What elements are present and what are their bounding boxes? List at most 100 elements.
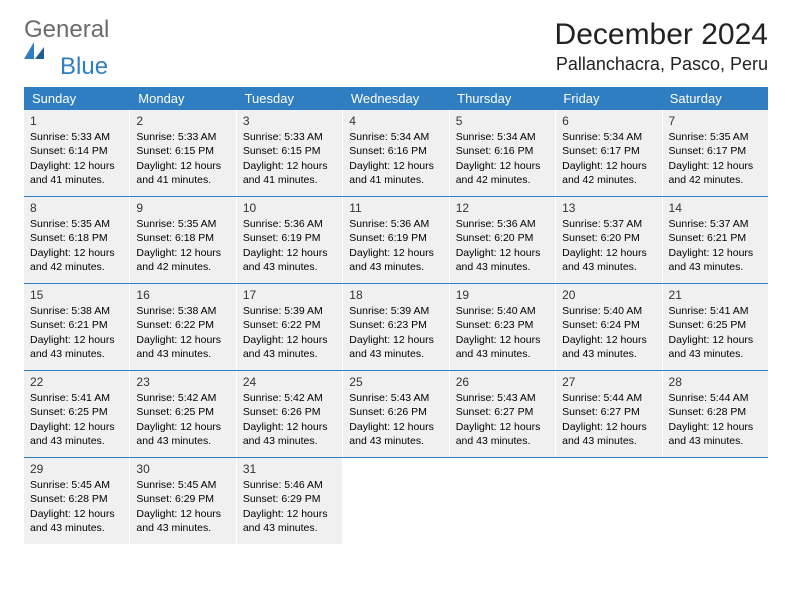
- sunset-line: Sunset: 6:21 PM: [669, 231, 762, 245]
- sunset-line: Sunset: 6:15 PM: [243, 144, 336, 158]
- day-cell: 15Sunrise: 5:38 AMSunset: 6:21 PMDayligh…: [24, 284, 130, 370]
- day-cell: 28Sunrise: 5:44 AMSunset: 6:28 PMDayligh…: [663, 371, 768, 457]
- sunset-line: Sunset: 6:24 PM: [562, 318, 655, 332]
- day-cell: 24Sunrise: 5:42 AMSunset: 6:26 PMDayligh…: [237, 371, 343, 457]
- sunrise-line: Sunrise: 5:42 AM: [243, 391, 336, 405]
- daylight-line: Daylight: 12 hours and 42 minutes.: [562, 159, 655, 187]
- day-number: 14: [669, 200, 762, 216]
- day-number: 19: [456, 287, 549, 303]
- sunrise-line: Sunrise: 5:46 AM: [243, 478, 336, 492]
- daylight-line: Daylight: 12 hours and 41 minutes.: [30, 159, 123, 187]
- day-cell: 29Sunrise: 5:45 AMSunset: 6:28 PMDayligh…: [24, 458, 130, 544]
- daylight-line: Daylight: 12 hours and 43 minutes.: [136, 420, 229, 448]
- day-number: 11: [349, 200, 442, 216]
- day-number: 9: [136, 200, 229, 216]
- daylight-line: Daylight: 12 hours and 43 minutes.: [669, 420, 762, 448]
- day-cell: 17Sunrise: 5:39 AMSunset: 6:22 PMDayligh…: [237, 284, 343, 370]
- day-number: 23: [136, 374, 229, 390]
- sunset-line: Sunset: 6:29 PM: [136, 492, 229, 506]
- day-cell: 9Sunrise: 5:35 AMSunset: 6:18 PMDaylight…: [130, 197, 236, 283]
- logo-text-block: General Blue: [24, 18, 109, 79]
- day-number: 25: [349, 374, 442, 390]
- day-cell: 12Sunrise: 5:36 AMSunset: 6:20 PMDayligh…: [450, 197, 556, 283]
- sunset-line: Sunset: 6:19 PM: [243, 231, 336, 245]
- day-cell: 6Sunrise: 5:34 AMSunset: 6:17 PMDaylight…: [556, 110, 662, 196]
- day-cell-empty: [663, 458, 768, 544]
- daylight-line: Daylight: 12 hours and 41 minutes.: [243, 159, 336, 187]
- header: General Blue December 2024 Pallanchacra,…: [24, 18, 768, 79]
- logo-word-1: General: [24, 16, 109, 43]
- daylight-line: Daylight: 12 hours and 43 minutes.: [243, 246, 336, 274]
- weekday-header: Thursday: [449, 87, 555, 110]
- day-cell: 1Sunrise: 5:33 AMSunset: 6:14 PMDaylight…: [24, 110, 130, 196]
- day-number: 6: [562, 113, 655, 129]
- day-number: 18: [349, 287, 442, 303]
- day-number: 20: [562, 287, 655, 303]
- sunset-line: Sunset: 6:20 PM: [456, 231, 549, 245]
- daylight-line: Daylight: 12 hours and 43 minutes.: [349, 420, 442, 448]
- daylight-line: Daylight: 12 hours and 43 minutes.: [562, 420, 655, 448]
- daylight-line: Daylight: 12 hours and 43 minutes.: [669, 333, 762, 361]
- day-cell: 27Sunrise: 5:44 AMSunset: 6:27 PMDayligh…: [556, 371, 662, 457]
- day-cell: 5Sunrise: 5:34 AMSunset: 6:16 PMDaylight…: [450, 110, 556, 196]
- sunrise-line: Sunrise: 5:41 AM: [30, 391, 123, 405]
- daylight-line: Daylight: 12 hours and 43 minutes.: [243, 507, 336, 535]
- daylight-line: Daylight: 12 hours and 42 minutes.: [30, 246, 123, 274]
- day-number: 24: [243, 374, 336, 390]
- day-cell: 25Sunrise: 5:43 AMSunset: 6:26 PMDayligh…: [343, 371, 449, 457]
- day-cell: 16Sunrise: 5:38 AMSunset: 6:22 PMDayligh…: [130, 284, 236, 370]
- day-number: 27: [562, 374, 655, 390]
- day-cell: 8Sunrise: 5:35 AMSunset: 6:18 PMDaylight…: [24, 197, 130, 283]
- sunset-line: Sunset: 6:29 PM: [243, 492, 336, 506]
- day-number: 31: [243, 461, 336, 477]
- day-cell: 31Sunrise: 5:46 AMSunset: 6:29 PMDayligh…: [237, 458, 343, 544]
- sunset-line: Sunset: 6:25 PM: [136, 405, 229, 419]
- day-cell: 3Sunrise: 5:33 AMSunset: 6:15 PMDaylight…: [237, 110, 343, 196]
- sunset-line: Sunset: 6:18 PM: [136, 231, 229, 245]
- month-title: December 2024: [555, 18, 768, 52]
- sunset-line: Sunset: 6:26 PM: [243, 405, 336, 419]
- sunset-line: Sunset: 6:26 PM: [349, 405, 442, 419]
- daylight-line: Daylight: 12 hours and 43 minutes.: [456, 246, 549, 274]
- day-cell: 18Sunrise: 5:39 AMSunset: 6:23 PMDayligh…: [343, 284, 449, 370]
- sunset-line: Sunset: 6:19 PM: [349, 231, 442, 245]
- weekday-header: Monday: [130, 87, 236, 110]
- weekday-header: Sunday: [24, 87, 130, 110]
- sunrise-line: Sunrise: 5:39 AM: [243, 304, 336, 318]
- daylight-line: Daylight: 12 hours and 43 minutes.: [562, 333, 655, 361]
- sunrise-line: Sunrise: 5:34 AM: [349, 130, 442, 144]
- weekday-header: Wednesday: [343, 87, 449, 110]
- day-number: 3: [243, 113, 336, 129]
- day-number: 26: [456, 374, 549, 390]
- weekday-header: Saturday: [662, 87, 768, 110]
- day-cell: 7Sunrise: 5:35 AMSunset: 6:17 PMDaylight…: [663, 110, 768, 196]
- sunrise-line: Sunrise: 5:38 AM: [136, 304, 229, 318]
- sunrise-line: Sunrise: 5:44 AM: [669, 391, 762, 405]
- sunset-line: Sunset: 6:16 PM: [349, 144, 442, 158]
- daylight-line: Daylight: 12 hours and 43 minutes.: [349, 333, 442, 361]
- sunset-line: Sunset: 6:23 PM: [456, 318, 549, 332]
- day-number: 16: [136, 287, 229, 303]
- sunrise-line: Sunrise: 5:34 AM: [562, 130, 655, 144]
- daylight-line: Daylight: 12 hours and 43 minutes.: [243, 420, 336, 448]
- daylight-line: Daylight: 12 hours and 41 minutes.: [349, 159, 442, 187]
- sunrise-line: Sunrise: 5:39 AM: [349, 304, 442, 318]
- day-cell: 10Sunrise: 5:36 AMSunset: 6:19 PMDayligh…: [237, 197, 343, 283]
- day-number: 8: [30, 200, 123, 216]
- sunset-line: Sunset: 6:23 PM: [349, 318, 442, 332]
- day-cell-empty: [343, 458, 449, 544]
- day-number: 10: [243, 200, 336, 216]
- day-cell: 20Sunrise: 5:40 AMSunset: 6:24 PMDayligh…: [556, 284, 662, 370]
- sunset-line: Sunset: 6:25 PM: [669, 318, 762, 332]
- week-row: 22Sunrise: 5:41 AMSunset: 6:25 PMDayligh…: [24, 371, 768, 458]
- day-number: 1: [30, 113, 123, 129]
- logo: General Blue: [24, 18, 109, 79]
- sunset-line: Sunset: 6:27 PM: [562, 405, 655, 419]
- day-number: 2: [136, 113, 229, 129]
- weekday-header-row: SundayMondayTuesdayWednesdayThursdayFrid…: [24, 87, 768, 110]
- weekday-header: Friday: [555, 87, 661, 110]
- sunrise-line: Sunrise: 5:33 AM: [136, 130, 229, 144]
- day-cell: 21Sunrise: 5:41 AMSunset: 6:25 PMDayligh…: [663, 284, 768, 370]
- day-cell: 4Sunrise: 5:34 AMSunset: 6:16 PMDaylight…: [343, 110, 449, 196]
- daylight-line: Daylight: 12 hours and 43 minutes.: [562, 246, 655, 274]
